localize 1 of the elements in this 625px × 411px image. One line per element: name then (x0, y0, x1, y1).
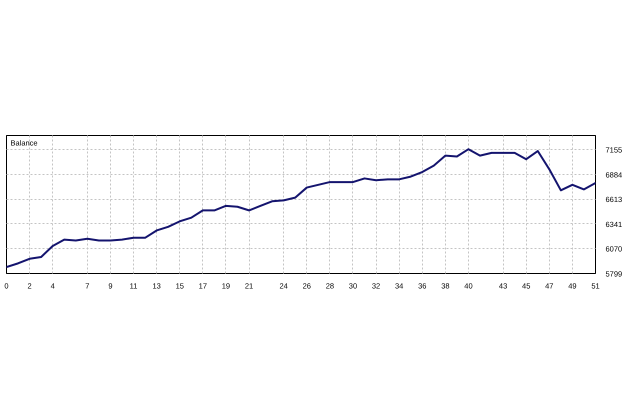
line-series (6, 148, 596, 268)
